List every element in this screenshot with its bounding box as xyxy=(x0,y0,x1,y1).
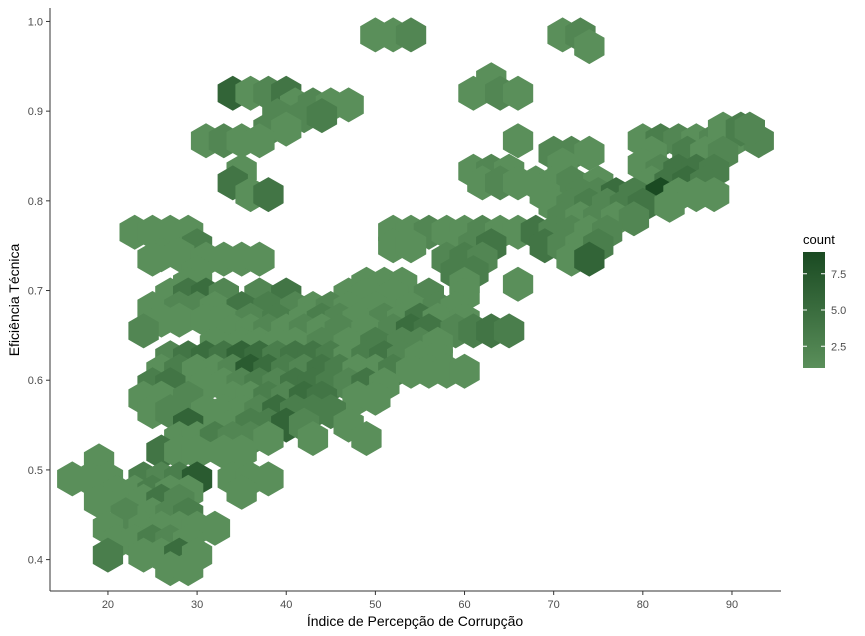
hexbin-cell xyxy=(699,177,730,213)
hexbin-cell xyxy=(654,187,685,223)
hexbin-cell xyxy=(253,421,284,456)
hexbin-cell xyxy=(360,380,391,416)
hexbin-cell xyxy=(493,313,525,349)
hexbin-cell xyxy=(253,461,284,497)
x-tick-label: 90 xyxy=(726,599,738,611)
y-tick-label: 0.6 xyxy=(28,375,43,387)
legend: count 2.5 5.0 7.5 xyxy=(803,232,846,368)
x-tick-label: 40 xyxy=(280,599,292,611)
hexbin-cell xyxy=(244,123,275,159)
hexbin-cell xyxy=(502,123,534,159)
legend-tick-label: 5.0 xyxy=(831,305,846,317)
hexbin-cell xyxy=(92,537,124,573)
y-tick-label: 0.7 xyxy=(28,286,43,298)
legend-colorbar xyxy=(803,252,825,368)
hexbin-cell xyxy=(226,474,257,510)
y-axis-title: Eficiência Técnica xyxy=(6,244,22,357)
hexbin-cell xyxy=(618,201,650,237)
x-tick-label: 70 xyxy=(548,599,560,611)
hexbin-cell xyxy=(137,241,168,277)
hexbin-cell xyxy=(173,551,204,587)
hexbin-cell xyxy=(181,434,213,470)
legend-title: count xyxy=(803,232,835,247)
legend-tick-label: 7.5 xyxy=(831,269,846,281)
y-tick-label: 0.8 xyxy=(28,196,43,208)
hexbin-cell xyxy=(395,17,427,53)
x-axis-title: Índice de Percepção de Corrupção xyxy=(307,613,524,629)
y-tick-label: 0.9 xyxy=(28,106,43,118)
x-tick-label: 60 xyxy=(458,599,470,611)
hexbin-cell xyxy=(458,75,489,111)
hexbin-cell xyxy=(574,135,605,171)
y-tick-label: 0.4 xyxy=(28,555,43,567)
hexbin-cell xyxy=(164,302,195,338)
x-tick-label: 20 xyxy=(102,599,114,611)
hexbin-cell xyxy=(253,177,284,213)
hexbin-plot-area xyxy=(57,17,774,587)
hexbin-cell xyxy=(333,87,364,123)
hexbin-cell xyxy=(226,434,257,470)
hexbin-cell xyxy=(395,228,427,264)
hexbin-cell xyxy=(128,313,159,349)
x-tick-label: 80 xyxy=(637,599,649,611)
hexbin-cell xyxy=(297,421,329,456)
hexbin-cell xyxy=(449,353,480,389)
hexbin-cell xyxy=(83,483,115,519)
legend-tick-label: 2.5 xyxy=(831,341,846,353)
x-tick-label: 50 xyxy=(369,599,381,611)
legend-ticks: 2.5 5.0 7.5 xyxy=(803,269,846,353)
hexbin-cell xyxy=(199,510,231,546)
y-tick-label: 1.0 xyxy=(28,16,43,28)
axis-ticks: 20 30 40 50 60 70 80 90 0.4 0.5 0.6 0.7 0.8 0.9 1.0 xyxy=(28,16,738,611)
hexbin-cell xyxy=(734,111,765,147)
hexbin-cell xyxy=(351,421,382,456)
x-tick-label: 30 xyxy=(191,599,203,611)
hexbin-cell xyxy=(502,75,534,111)
y-tick-label: 0.5 xyxy=(28,465,43,477)
hexbin-cell xyxy=(271,111,302,147)
hexbin-cell xyxy=(306,98,338,134)
hexbin-cell xyxy=(574,29,605,65)
hexbin-cell xyxy=(574,241,605,277)
hexbin-cell xyxy=(502,266,534,302)
hexbin-cell xyxy=(244,241,275,277)
